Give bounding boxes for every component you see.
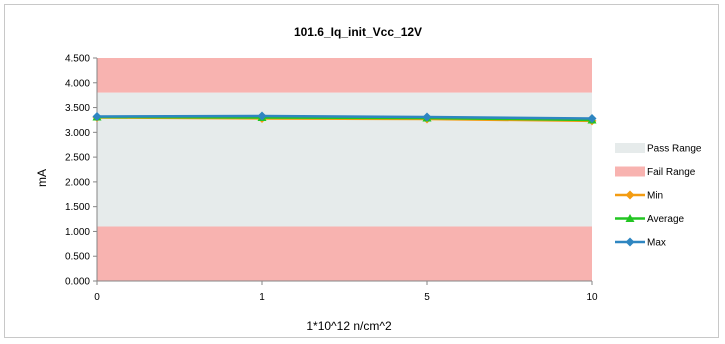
legend-label-pass-range: Pass Range [647, 144, 702, 155]
y-tick-label: 2.000 [65, 177, 90, 188]
x-tick-label: 5 [424, 292, 430, 303]
y-tick-label: 3.000 [65, 128, 90, 139]
legend-label-max: Max [647, 238, 666, 249]
legend-swatch-fail-range [615, 166, 645, 177]
legend-swatch-pass-range [615, 143, 645, 153]
x-tick-label: 0 [94, 292, 100, 303]
line-chart: 101.6_Iq_init_Vcc_12V mA 1*10^12 n/cm^2 … [35, 25, 702, 333]
legend-marker-average [625, 214, 635, 222]
fail-range-band-2 [97, 58, 592, 93]
y-tick-label: 0.500 [65, 252, 90, 263]
data-point-max [422, 112, 432, 122]
y-tick-label: 1.000 [65, 227, 90, 238]
x-tick-label: 10 [586, 292, 598, 303]
legend-label-min: Min [647, 191, 663, 202]
data-point-max [257, 111, 267, 121]
y-tick-label: 2.500 [65, 153, 90, 164]
y-tick-label: 4.500 [65, 54, 90, 65]
legend-label-fail-range: Fail Range [647, 167, 696, 178]
y-tick-label: 1.500 [65, 202, 90, 213]
chart-frame: 101.6_Iq_init_Vcc_12V mA 1*10^12 n/cm^2 … [4, 4, 719, 338]
y-tick-label: 4.000 [65, 78, 90, 89]
series-line-max [96, 114, 593, 120]
chart-title: 101.6_Iq_init_Vcc_12V [294, 25, 422, 39]
y-tick-label: 3.500 [65, 103, 90, 114]
data-point-max [587, 113, 597, 123]
pass-range-band [97, 92, 592, 227]
legend-marker-max [625, 237, 635, 247]
y-tick-label: 0.000 [65, 277, 90, 288]
fail-range-band-1 [97, 226, 592, 281]
x-axis-label: 1*10^12 n/cm^2 [306, 319, 392, 333]
x-tick-label: 1 [259, 292, 265, 303]
legend-label-average: Average [647, 214, 685, 225]
y-axis-label: mA [35, 169, 49, 187]
data-point-max [92, 111, 102, 121]
legend-marker-min [625, 190, 635, 200]
